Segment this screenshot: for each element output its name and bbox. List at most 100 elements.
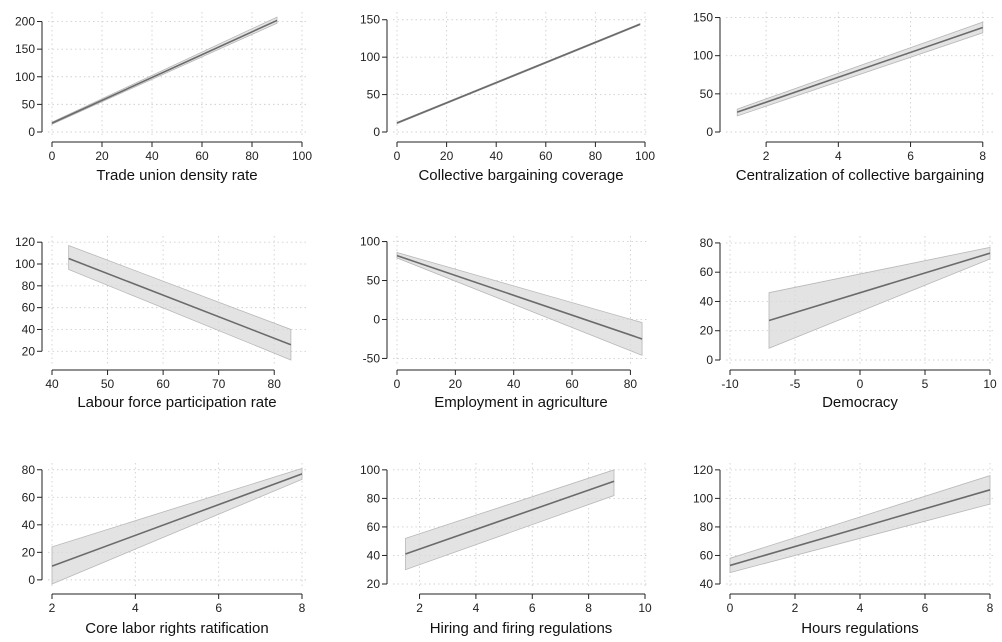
confidence-band — [729, 475, 991, 574]
y-tick-label: 100 — [360, 463, 380, 477]
x-tick-label: 80 — [589, 149, 603, 163]
y-tick-label: 0 — [28, 125, 35, 139]
x-tick-label: 100 — [292, 149, 312, 163]
x-tick-label: 2 — [763, 149, 770, 163]
y-tick-label: 150 — [360, 13, 380, 27]
fitted-line — [736, 26, 984, 113]
x-tick-label: -10 — [721, 377, 739, 391]
fitted-line — [51, 473, 303, 567]
x-tick-label: 5 — [922, 377, 929, 391]
y-tick-label: 100 — [15, 70, 35, 84]
y-tick-label: 60 — [22, 490, 36, 504]
x-tick-label: 80 — [268, 377, 282, 391]
y-tick-label: 120 — [15, 235, 35, 249]
y-tick-label: 50 — [22, 97, 36, 111]
x-tick-label: 40 — [490, 149, 504, 163]
x-tick-label: 2 — [49, 601, 56, 615]
x-tick-label: 20 — [449, 377, 463, 391]
x-tick-label: 8 — [987, 601, 994, 615]
x-tick-label: 80 — [245, 149, 259, 163]
y-tick-label: 40 — [22, 518, 36, 532]
x-tick-label: 8 — [299, 601, 306, 615]
y-tick-label: 100 — [360, 235, 380, 249]
y-tick-label: 80 — [700, 520, 714, 534]
fitted-line — [51, 19, 278, 124]
x-tick-label: 0 — [727, 601, 734, 615]
panel-8: 20 40 60 80 100 2 4 6 8 10 Hiring and firing regul… — [360, 463, 652, 637]
y-tick-label: 50 — [367, 274, 381, 288]
y-tick-label: 60 — [367, 520, 381, 534]
x-tick-label: 4 — [835, 149, 842, 163]
x-tick-label: 100 — [635, 149, 655, 163]
panel-9: 40 60 80 100 120 0 2 4 6 8 Hours regulations — [693, 463, 994, 637]
x-tick-label: 0 — [857, 377, 864, 391]
x-tick-label: 20 — [440, 149, 454, 163]
y-tick-label: 100 — [360, 50, 380, 64]
x-tick-label: 2 — [416, 601, 423, 615]
x-tick-label: 80 — [624, 377, 638, 391]
y-tick-label: -50 — [363, 351, 381, 365]
x-axis-title: Core labor rights ratification — [85, 620, 268, 637]
confidence-band — [51, 467, 303, 585]
y-tick-label: 80 — [22, 463, 36, 477]
x-tick-label: 60 — [565, 377, 579, 391]
y-tick-label: 20 — [700, 324, 714, 338]
x-tick-label: 10 — [638, 601, 652, 615]
panel-1: 0 50 100 150 200 0 20 40 60 80 100 Trade union dens… — [15, 12, 312, 184]
x-tick-label: 0 — [394, 377, 401, 391]
x-tick-label: 70 — [212, 377, 226, 391]
y-tick-label: 0 — [28, 573, 35, 587]
panel-5: -50 0 50 100 0 20 40 60 80 Employment in agricult… — [360, 235, 649, 411]
fitted-line — [68, 257, 292, 346]
y-tick-label: 40 — [700, 577, 714, 591]
x-tick-label: -5 — [790, 377, 801, 391]
x-tick-label: 8 — [979, 149, 986, 163]
x-tick-label: 4 — [473, 601, 480, 615]
panel-4: 20 40 60 80 100 120 40 50 60 70 80 Labour force par… — [15, 235, 306, 411]
x-tick-label: 40 — [145, 149, 159, 163]
confidence-band — [405, 469, 615, 571]
x-tick-label: 60 — [539, 149, 553, 163]
x-tick-label: 4 — [857, 601, 864, 615]
x-tick-label: 20 — [95, 149, 109, 163]
y-tick-label: 40 — [22, 322, 36, 336]
fitted-line — [396, 23, 641, 124]
y-tick-label: 80 — [700, 236, 714, 250]
y-tick-label: 50 — [700, 87, 714, 101]
x-tick-label: 6 — [215, 601, 222, 615]
y-tick-label: 0 — [706, 125, 713, 139]
x-tick-label: 6 — [907, 149, 914, 163]
y-tick-label: 150 — [15, 42, 35, 56]
x-axis-title: Hours regulations — [801, 620, 919, 637]
panel-7: 0 20 40 60 80 2 4 6 8 Core labor rights ratificat… — [22, 463, 306, 637]
y-tick-label: 20 — [367, 577, 381, 591]
y-tick-label: 100 — [693, 491, 713, 505]
x-axis-title: Hiring and firing regulations — [430, 620, 613, 637]
x-tick-label: 60 — [156, 377, 170, 391]
y-tick-label: 100 — [15, 257, 35, 271]
x-axis-title: Centralization of collective bargaining — [736, 167, 984, 184]
x-axis-title: Labour force participation rate — [77, 394, 276, 411]
x-tick-label: 60 — [195, 149, 209, 163]
y-tick-label: 60 — [700, 265, 714, 279]
y-tick-label: 60 — [700, 548, 714, 562]
confidence-band — [768, 246, 991, 349]
y-tick-label: 200 — [15, 15, 35, 29]
y-tick-label: 80 — [22, 279, 36, 293]
x-tick-label: 40 — [507, 377, 521, 391]
y-tick-label: 80 — [367, 491, 381, 505]
y-tick-label: 50 — [367, 88, 381, 102]
x-tick-label: 50 — [101, 377, 115, 391]
y-tick-label: 100 — [693, 49, 713, 63]
panel-3: 0 50 100 150 2 4 6 8 Centralization of collectiv… — [693, 11, 994, 184]
confidence-band — [68, 244, 292, 361]
x-tick-label: 4 — [132, 601, 139, 615]
y-tick-label: 60 — [22, 301, 36, 315]
x-tick-label: 2 — [792, 601, 799, 615]
fitted-line — [396, 254, 643, 340]
x-axis-title: Employment in agriculture — [434, 394, 607, 411]
y-tick-label: 20 — [22, 545, 36, 559]
fitted-line — [729, 489, 991, 567]
y-tick-label: 150 — [693, 11, 713, 25]
